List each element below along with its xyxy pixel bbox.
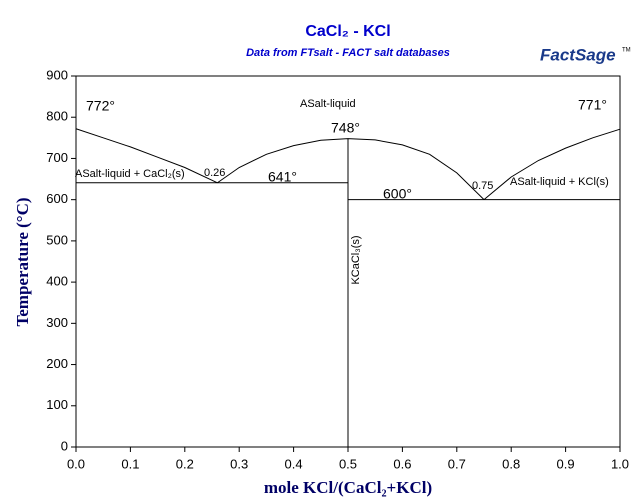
y-tick-label: 300 (46, 315, 68, 330)
x-tick-label: 1.0 (611, 456, 629, 471)
x-tick-label: 0.2 (176, 456, 194, 471)
phase-boundary (75, 128, 218, 184)
chart-title: CaCl₂ - KCl (305, 23, 390, 40)
y-tick-label: 800 (46, 109, 68, 124)
logo: FactSage (540, 45, 616, 64)
annotation: 641° (268, 169, 297, 185)
chart-subtitle: Data from FTsalt - FACT salt databases (246, 47, 450, 59)
y-tick-label: 200 (46, 356, 68, 371)
y-tick-label: 600 (46, 191, 68, 206)
y-axis-label: Temperature (°C) (13, 197, 32, 326)
phase-boundary (483, 128, 621, 201)
annotation: 772° (86, 98, 115, 114)
x-tick-label: 0.6 (393, 456, 411, 471)
phase-boundary (217, 138, 485, 201)
y-tick-label: 700 (46, 150, 68, 165)
annotation: ASalt-liquid + KCl(s) (510, 176, 609, 188)
y-tick-label: 500 (46, 232, 68, 247)
y-tick-label: 400 (46, 274, 68, 289)
x-tick-label: 0.7 (448, 456, 466, 471)
annotation: 600° (383, 186, 412, 202)
x-tick-label: 0.9 (557, 456, 575, 471)
annotation: KCaCl₃(s) (350, 235, 362, 284)
annotation: 0.26 (204, 167, 225, 179)
x-tick-label: 0.5 (339, 456, 357, 471)
annotation: 771° (578, 97, 607, 113)
annotation: 748° (331, 120, 360, 136)
annotation: ASalt-liquid (300, 98, 356, 110)
x-tick-label: 0.4 (285, 456, 303, 471)
x-axis-label: mole KCl/(CaCl₂+KCl) (264, 478, 432, 497)
x-tick-label: 0.0 (67, 456, 85, 471)
x-tick-label: 0.1 (121, 456, 139, 471)
y-tick-label: 900 (46, 67, 68, 82)
x-tick-label: 0.8 (502, 456, 520, 471)
logo-mark: TM (622, 48, 631, 54)
y-tick-label: 0 (61, 438, 68, 453)
x-tick-label: 0.3 (230, 456, 248, 471)
annotation: ASalt-liquid + CaCl₂(s) (75, 168, 185, 180)
annotation: 0.75 (472, 180, 493, 192)
y-tick-label: 100 (46, 397, 68, 412)
